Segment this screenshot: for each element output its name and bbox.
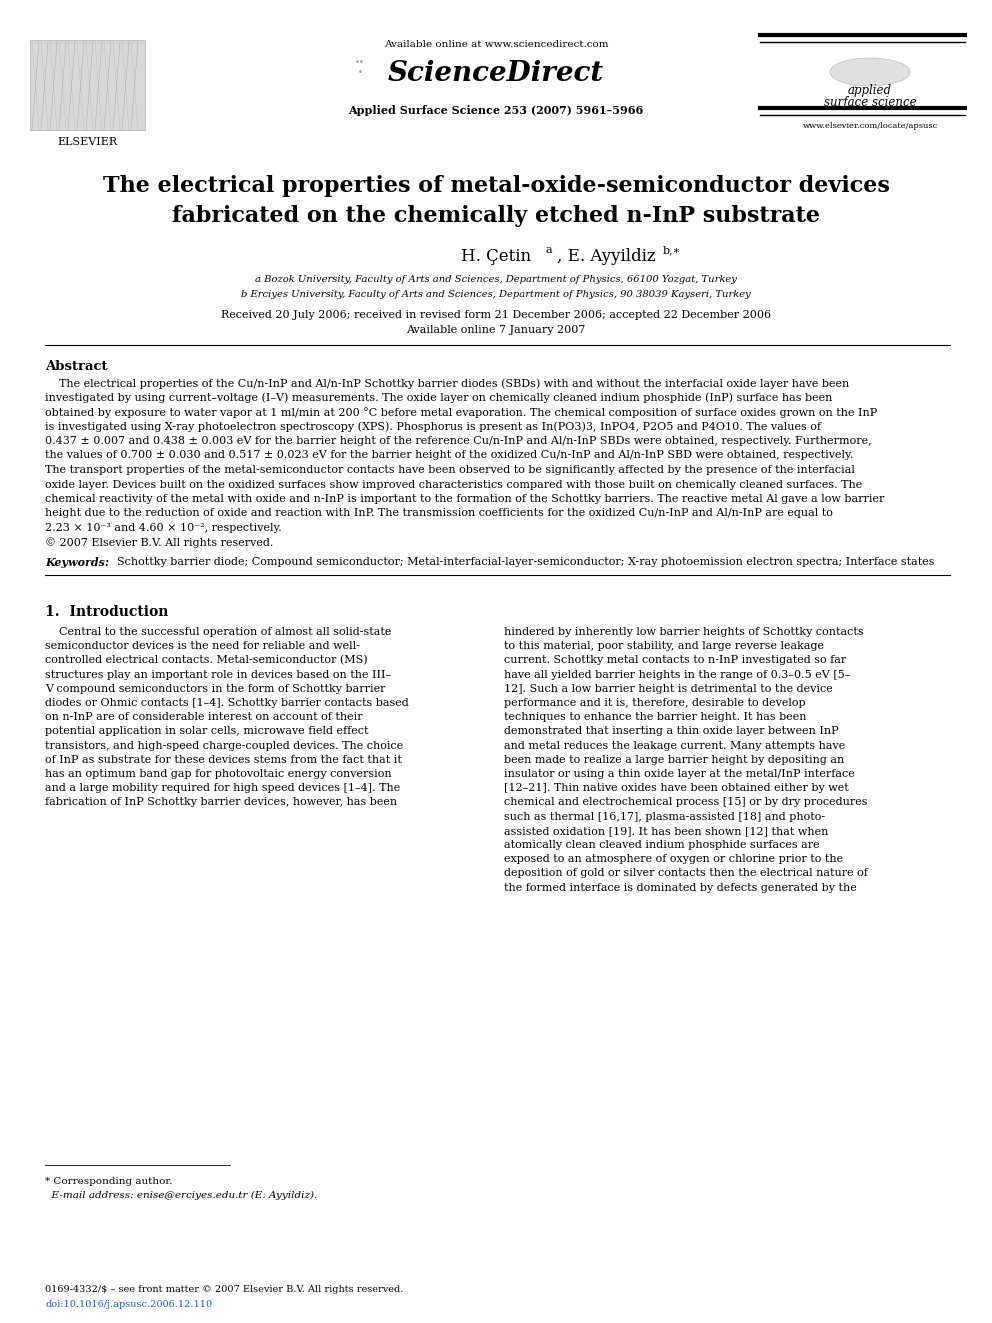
Text: b Erciyes University, Faculty of Arts and Sciences, Department of Physics, 90 38: b Erciyes University, Faculty of Arts an…: [241, 290, 751, 299]
Text: E-mail address: enise@erciyes.edu.tr (E. Ayyildiz).: E-mail address: enise@erciyes.edu.tr (E.…: [45, 1191, 317, 1200]
Text: fabricated on the chemically etched n-InP substrate: fabricated on the chemically etched n-In…: [172, 205, 820, 228]
Text: the values of 0.700 ± 0.030 and 0.517 ± 0.023 eV for the barrier height of the o: the values of 0.700 ± 0.030 and 0.517 ± …: [45, 451, 853, 460]
Text: have all yielded barrier heights in the range of 0.3–0.5 eV [5–: have all yielded barrier heights in the …: [504, 669, 850, 680]
Text: has an optimum band gap for photovoltaic energy conversion: has an optimum band gap for photovoltaic…: [45, 769, 392, 779]
Text: hindered by inherently low barrier heights of Schottky contacts: hindered by inherently low barrier heigh…: [504, 627, 864, 636]
Text: on n-InP are of considerable interest on account of their: on n-InP are of considerable interest on…: [45, 712, 363, 722]
Text: 12]. Such a low barrier height is detrimental to the device: 12]. Such a low barrier height is detrim…: [504, 684, 832, 693]
Text: H. Çetin: H. Çetin: [461, 247, 531, 265]
Text: surface science: surface science: [823, 97, 917, 108]
Text: [12–21]. Thin native oxides have been obtained either by wet: [12–21]. Thin native oxides have been ob…: [504, 783, 849, 794]
Text: insulator or using a thin oxide layer at the metal/InP interface: insulator or using a thin oxide layer at…: [504, 769, 855, 779]
Text: semiconductor devices is the need for reliable and well-: semiconductor devices is the need for re…: [45, 642, 360, 651]
Text: height due to the reduction of oxide and reaction with InP. The transmission coe: height due to the reduction of oxide and…: [45, 508, 833, 519]
Text: , E. Ayyildiz: , E. Ayyildiz: [557, 247, 656, 265]
Text: 2.23 × 10⁻³ and 4.60 × 10⁻², respectively.: 2.23 × 10⁻³ and 4.60 × 10⁻², respectivel…: [45, 523, 282, 533]
Text: The electrical properties of metal-oxide-semiconductor devices: The electrical properties of metal-oxide…: [102, 175, 890, 197]
Bar: [30, 40, 145, 130]
Text: 1.  Introduction: 1. Introduction: [45, 605, 169, 619]
Text: obtained by exposure to water vapor at 1 ml/min at 200 °C before metal evaporati: obtained by exposure to water vapor at 1…: [45, 407, 877, 418]
Text: Abstract: Abstract: [45, 360, 107, 373]
Text: current. Schottky metal contacts to n-InP investigated so far: current. Schottky metal contacts to n-In…: [504, 655, 846, 665]
Text: assisted oxidation [19]. It has been shown [12] that when: assisted oxidation [19]. It has been sho…: [504, 826, 828, 836]
Text: diodes or Ohmic contacts [1–4]. Schottky barrier contacts based: diodes or Ohmic contacts [1–4]. Schottky…: [45, 699, 409, 708]
Text: The electrical properties of the Cu/n-InP and Al/n-InP Schottky barrier diodes (: The electrical properties of the Cu/n-In…: [45, 378, 849, 389]
Text: ScienceDirect: ScienceDirect: [388, 60, 604, 87]
Text: Keywords:: Keywords:: [45, 557, 109, 568]
Text: The transport properties of the metal-semiconductor contacts have been observed : The transport properties of the metal-se…: [45, 464, 855, 475]
Text: a: a: [545, 245, 552, 255]
Text: b,∗: b,∗: [663, 245, 682, 255]
Text: oxide layer. Devices built on the oxidized surfaces show improved characteristic: oxide layer. Devices built on the oxidiz…: [45, 479, 862, 490]
Text: been made to realize a large barrier height by depositing an: been made to realize a large barrier hei…: [504, 755, 844, 765]
Text: of InP as substrate for these devices stems from the fact that it: of InP as substrate for these devices st…: [45, 755, 402, 765]
Text: potential application in solar cells, microwave field effect: potential application in solar cells, mi…: [45, 726, 368, 737]
Text: Applied Surface Science 253 (2007) 5961–5966: Applied Surface Science 253 (2007) 5961–…: [348, 105, 644, 116]
Text: Central to the successful operation of almost all solid-state: Central to the successful operation of a…: [45, 627, 392, 636]
Text: the formed interface is dominated by defects generated by the: the formed interface is dominated by def…: [504, 882, 857, 893]
Text: * Corresponding author.: * Corresponding author.: [45, 1177, 173, 1185]
Text: performance and it is, therefore, desirable to develop: performance and it is, therefore, desira…: [504, 699, 806, 708]
Text: © 2007 Elsevier B.V. All rights reserved.: © 2007 Elsevier B.V. All rights reserved…: [45, 537, 274, 548]
Text: Received 20 July 2006; received in revised form 21 December 2006; accepted 22 De: Received 20 July 2006; received in revis…: [221, 310, 771, 320]
Text: such as thermal [16,17], plasma-assisted [18] and photo-: such as thermal [16,17], plasma-assisted…: [504, 811, 825, 822]
Text: is investigated using X-ray photoelectron spectroscopy (XPS). Phosphorus is pres: is investigated using X-ray photoelectro…: [45, 422, 821, 433]
Text: ••
•: •• •: [355, 58, 365, 78]
Text: to this material, poor stability, and large reverse leakage: to this material, poor stability, and la…: [504, 642, 824, 651]
Text: chemical reactivity of the metal with oxide and n-InP is important to the format: chemical reactivity of the metal with ox…: [45, 493, 885, 504]
Text: structures play an important role in devices based on the III–: structures play an important role in dev…: [45, 669, 391, 680]
Text: 0.437 ± 0.007 and 0.438 ± 0.003 eV for the barrier height of the reference Cu/n-: 0.437 ± 0.007 and 0.438 ± 0.003 eV for t…: [45, 437, 872, 446]
Text: transistors, and high-speed charge-coupled devices. The choice: transistors, and high-speed charge-coupl…: [45, 741, 404, 750]
Text: 0169-4332/$ – see front matter © 2007 Elsevier B.V. All rights reserved.: 0169-4332/$ – see front matter © 2007 El…: [45, 1285, 404, 1294]
Text: chemical and electrochemical process [15] or by dry procedures: chemical and electrochemical process [15…: [504, 798, 867, 807]
Text: techniques to enhance the barrier height. It has been: techniques to enhance the barrier height…: [504, 712, 806, 722]
Text: doi:10.1016/j.apsusc.2006.12.110: doi:10.1016/j.apsusc.2006.12.110: [45, 1301, 212, 1308]
Text: Available online at www.sciencedirect.com: Available online at www.sciencedirect.co…: [384, 40, 608, 49]
Ellipse shape: [830, 58, 910, 86]
Text: Available online 7 January 2007: Available online 7 January 2007: [407, 325, 585, 335]
Text: controlled electrical contacts. Metal-semiconductor (MS): controlled electrical contacts. Metal-se…: [45, 655, 368, 665]
Text: deposition of gold or silver contacts then the electrical nature of: deposition of gold or silver contacts th…: [504, 868, 868, 878]
Text: Schottky barrier diode; Compound semiconductor; Metal-interfacial-layer-semicond: Schottky barrier diode; Compound semicon…: [110, 557, 934, 568]
Text: demonstrated that inserting a thin oxide layer between InP: demonstrated that inserting a thin oxide…: [504, 726, 838, 737]
Text: atomically clean cleaved indium phosphide surfaces are: atomically clean cleaved indium phosphid…: [504, 840, 819, 849]
Text: fabrication of InP Schottky barrier devices, however, has been: fabrication of InP Schottky barrier devi…: [45, 798, 397, 807]
Text: ELSEVIER: ELSEVIER: [57, 138, 117, 147]
Text: and a large mobility required for high speed devices [1–4]. The: and a large mobility required for high s…: [45, 783, 400, 794]
Text: exposed to an atmosphere of oxygen or chlorine prior to the: exposed to an atmosphere of oxygen or ch…: [504, 855, 843, 864]
Text: www.elsevier.com/locate/apsusc: www.elsevier.com/locate/apsusc: [803, 122, 937, 130]
Text: and metal reduces the leakage current. Many attempts have: and metal reduces the leakage current. M…: [504, 741, 845, 750]
Text: investigated by using current–voltage (I–V) measurements. The oxide layer on che: investigated by using current–voltage (I…: [45, 393, 832, 404]
Text: a Bozok University, Faculty of Arts and Sciences, Department of Physics, 66100 Y: a Bozok University, Faculty of Arts and …: [255, 275, 737, 284]
Text: applied: applied: [848, 83, 892, 97]
Text: V compound semiconductors in the form of Schottky barrier: V compound semiconductors in the form of…: [45, 684, 386, 693]
